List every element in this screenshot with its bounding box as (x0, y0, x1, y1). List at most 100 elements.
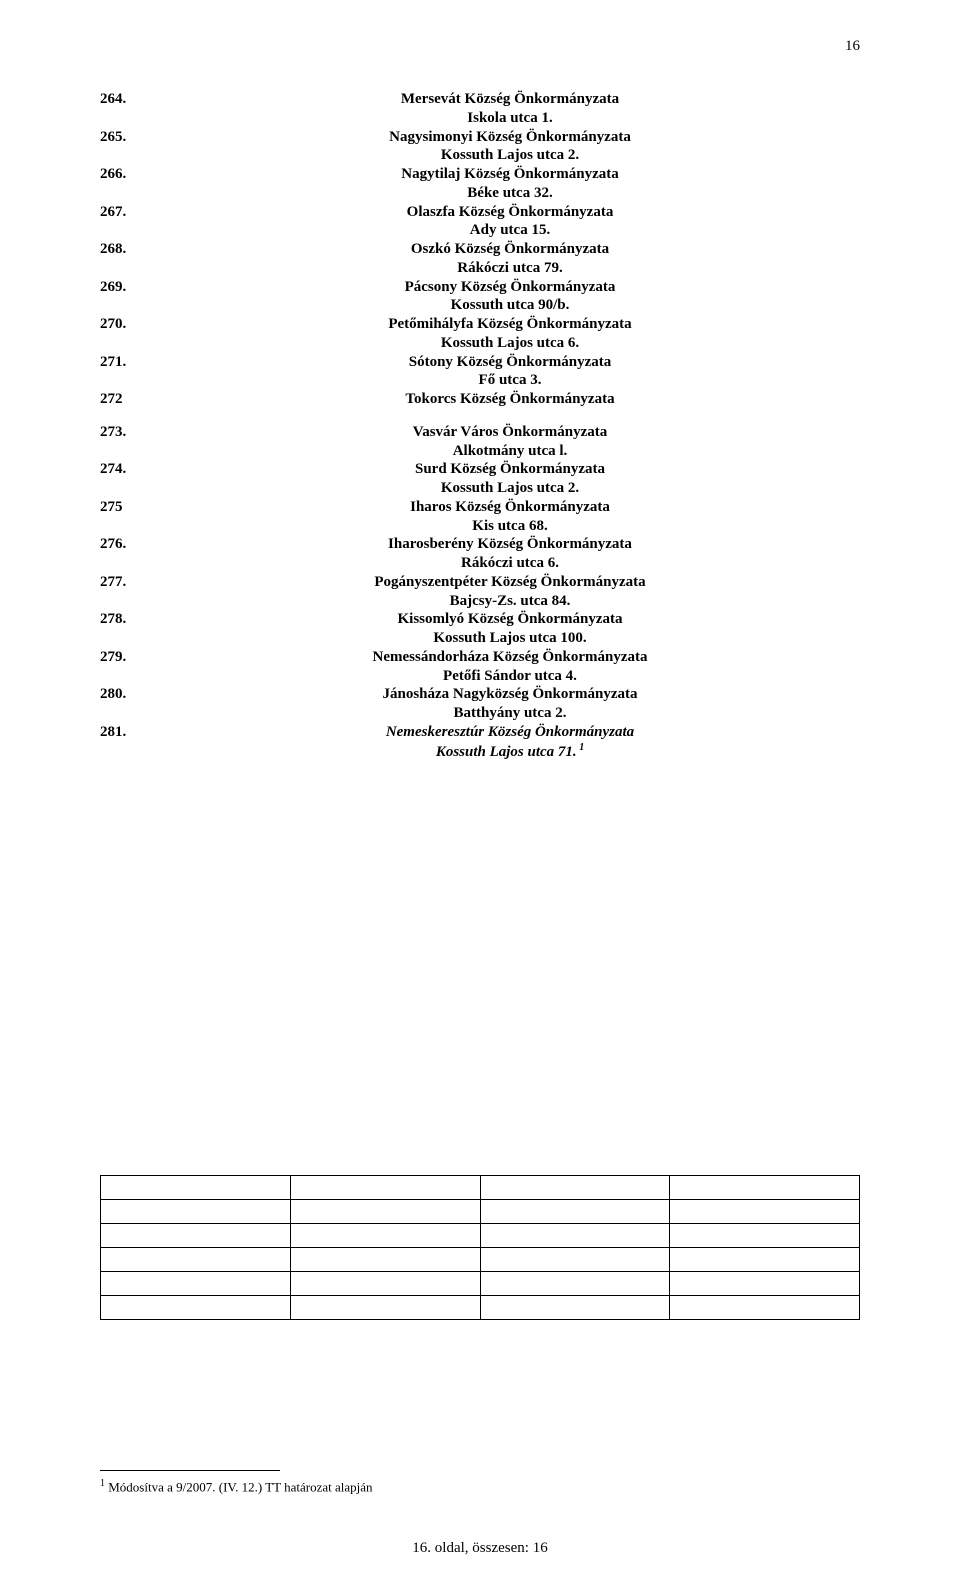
table-cell (290, 1176, 480, 1200)
blank-table (100, 1175, 860, 1320)
list-item-body: Surd Község ÖnkormányzataKossuth Lajos u… (160, 460, 860, 498)
list-item: 264.Mersevát Község ÖnkormányzataIskola … (100, 90, 860, 128)
list-item: 280.Jánosháza Nagyközség ÖnkormányzataBa… (100, 685, 860, 723)
list-item: 271.Sótony Község ÖnkormányzataFő utca 3… (100, 353, 860, 391)
list-item-name: Oszkó Község Önkormányzata (160, 240, 860, 259)
list-item: 265.Nagysimonyi Község ÖnkormányzataKoss… (100, 128, 860, 166)
list-item: 266.Nagytilaj Község ÖnkormányzataBéke u… (100, 165, 860, 203)
table-cell (480, 1248, 670, 1272)
list-item: 272Tokorcs Község Önkormányzata (100, 390, 860, 409)
list-item-address: Petőfi Sándor utca 4. (160, 667, 860, 686)
list-item-address: Béke utca 32. (160, 184, 860, 203)
list-item-body: Olaszfa Község ÖnkormányzataAdy utca 15. (160, 203, 860, 241)
table-cell (101, 1248, 291, 1272)
list-item-body: Nagytilaj Község ÖnkormányzataBéke utca … (160, 165, 860, 203)
list-item-number: 279. (100, 648, 160, 686)
list-item-number: 266. (100, 165, 160, 203)
table-row (101, 1200, 860, 1224)
list-item-body: Petőmihályfa Község ÖnkormányzataKossuth… (160, 315, 860, 353)
list-item-number: 275 (100, 498, 160, 536)
list-item-address: Kossuth Lajos utca 6. (160, 334, 860, 353)
table-cell (101, 1224, 291, 1248)
list-item: 277.Pogányszentpéter Község Önkormányzat… (100, 573, 860, 611)
list-item-address: Kossuth utca 90/b. (160, 296, 860, 315)
list-item-name: Pogányszentpéter Község Önkormányzata (160, 573, 860, 592)
table-cell (670, 1200, 860, 1224)
list-item: 270.Petőmihályfa Község ÖnkormányzataKos… (100, 315, 860, 353)
table-cell (290, 1200, 480, 1224)
list-item: 274.Surd Község ÖnkormányzataKossuth Laj… (100, 460, 860, 498)
table-cell (480, 1272, 670, 1296)
list-item-number: 265. (100, 128, 160, 166)
table-cell (670, 1248, 860, 1272)
list-item-name: Nagytilaj Község Önkormányzata (160, 165, 860, 184)
list-item-name: Mersevát Község Önkormányzata (160, 90, 860, 109)
list-item-address: Kis utca 68. (160, 517, 860, 536)
list-item-number: 269. (100, 278, 160, 316)
table-cell (101, 1200, 291, 1224)
list-item-number: 280. (100, 685, 160, 723)
list-item-name: Iharosberény Község Önkormányzata (160, 535, 860, 554)
list-item: 278.Kissomlyó Község ÖnkormányzataKossut… (100, 610, 860, 648)
list-item-name: Kissomlyó Község Önkormányzata (160, 610, 860, 629)
list-item-number: 267. (100, 203, 160, 241)
list-item-address: Iskola utca 1. (160, 109, 860, 128)
table-cell (670, 1176, 860, 1200)
list-item-body: Nagysimonyi Község ÖnkormányzataKossuth … (160, 128, 860, 166)
list-item-name: Iharos Község Önkormányzata (160, 498, 860, 517)
list-item: 275Iharos Község ÖnkormányzataKis utca 6… (100, 498, 860, 536)
list-item-body: Pogányszentpéter Község ÖnkormányzataBaj… (160, 573, 860, 611)
list-item: 273.Vasvár Város ÖnkormányzataAlkotmány … (100, 423, 860, 461)
list-item-number: 271. (100, 353, 160, 391)
list-item-body: Jánosháza Nagyközség ÖnkormányzataBatthy… (160, 685, 860, 723)
footnote-separator (100, 1470, 280, 1471)
list-item-name: Vasvár Város Önkormányzata (160, 423, 860, 442)
table-cell (101, 1272, 291, 1296)
list-item-address: Rákóczi utca 6. (160, 554, 860, 573)
list-item: 267.Olaszfa Község ÖnkormányzataAdy utca… (100, 203, 860, 241)
list-item-address: Bajcsy-Zs. utca 84. (160, 592, 860, 611)
table-cell (670, 1224, 860, 1248)
list-item-number: 273. (100, 423, 160, 461)
table-row (101, 1176, 860, 1200)
list-item-name: Olaszfa Község Önkormányzata (160, 203, 860, 222)
list-item-body: Tokorcs Község Önkormányzata (160, 390, 860, 409)
table-cell (290, 1296, 480, 1320)
list-item-address: Alkotmány utca l. (160, 442, 860, 461)
table-row (101, 1248, 860, 1272)
list-gap (100, 409, 860, 423)
table-cell (480, 1224, 670, 1248)
list-item-address: Kossuth Lajos utca 100. (160, 629, 860, 648)
list-item-number: 272 (100, 390, 160, 409)
table-row (101, 1296, 860, 1320)
list-item-number: 277. (100, 573, 160, 611)
list-item-body: Sótony Község ÖnkormányzataFő utca 3. (160, 353, 860, 391)
entries-list: 264.Mersevát Község ÖnkormányzataIskola … (100, 90, 860, 761)
table-cell (101, 1296, 291, 1320)
list-item: 279.Nemessándorháza Község Önkormányzata… (100, 648, 860, 686)
list-item-body: Nemeskeresztúr Község ÖnkormányzataKossu… (160, 723, 860, 762)
table-row (101, 1224, 860, 1248)
list-item-body: Iharosberény Község ÖnkormányzataRákóczi… (160, 535, 860, 573)
list-item-number: 270. (100, 315, 160, 353)
list-item: 269.Pácsony Község ÖnkormányzataKossuth … (100, 278, 860, 316)
footnote-text: Módosítva a 9/2007. (IV. 12.) TT határoz… (108, 1479, 372, 1494)
list-item-number: 276. (100, 535, 160, 573)
footnote: 1 Módosítva a 9/2007. (IV. 12.) TT határ… (100, 1478, 373, 1495)
list-item-body: Nemessándorháza Község ÖnkormányzataPető… (160, 648, 860, 686)
table-cell (670, 1272, 860, 1296)
list-item-address: Kossuth Lajos utca 2. (160, 479, 860, 498)
table-cell (290, 1248, 480, 1272)
page-number-top: 16 (845, 38, 860, 55)
table-row (101, 1272, 860, 1296)
list-item: 276.Iharosberény Község ÖnkormányzataRák… (100, 535, 860, 573)
list-item-number: 281. (100, 723, 160, 762)
list-item-body: Pácsony Község ÖnkormányzataKossuth utca… (160, 278, 860, 316)
list-item-sup: 1 (577, 742, 585, 753)
list-item-name: Nagysimonyi Község Önkormányzata (160, 128, 860, 147)
list-item-address: Fő utca 3. (160, 371, 860, 390)
table-cell (480, 1296, 670, 1320)
table-cell (670, 1296, 860, 1320)
table-cell (101, 1176, 291, 1200)
list-item-number: 278. (100, 610, 160, 648)
